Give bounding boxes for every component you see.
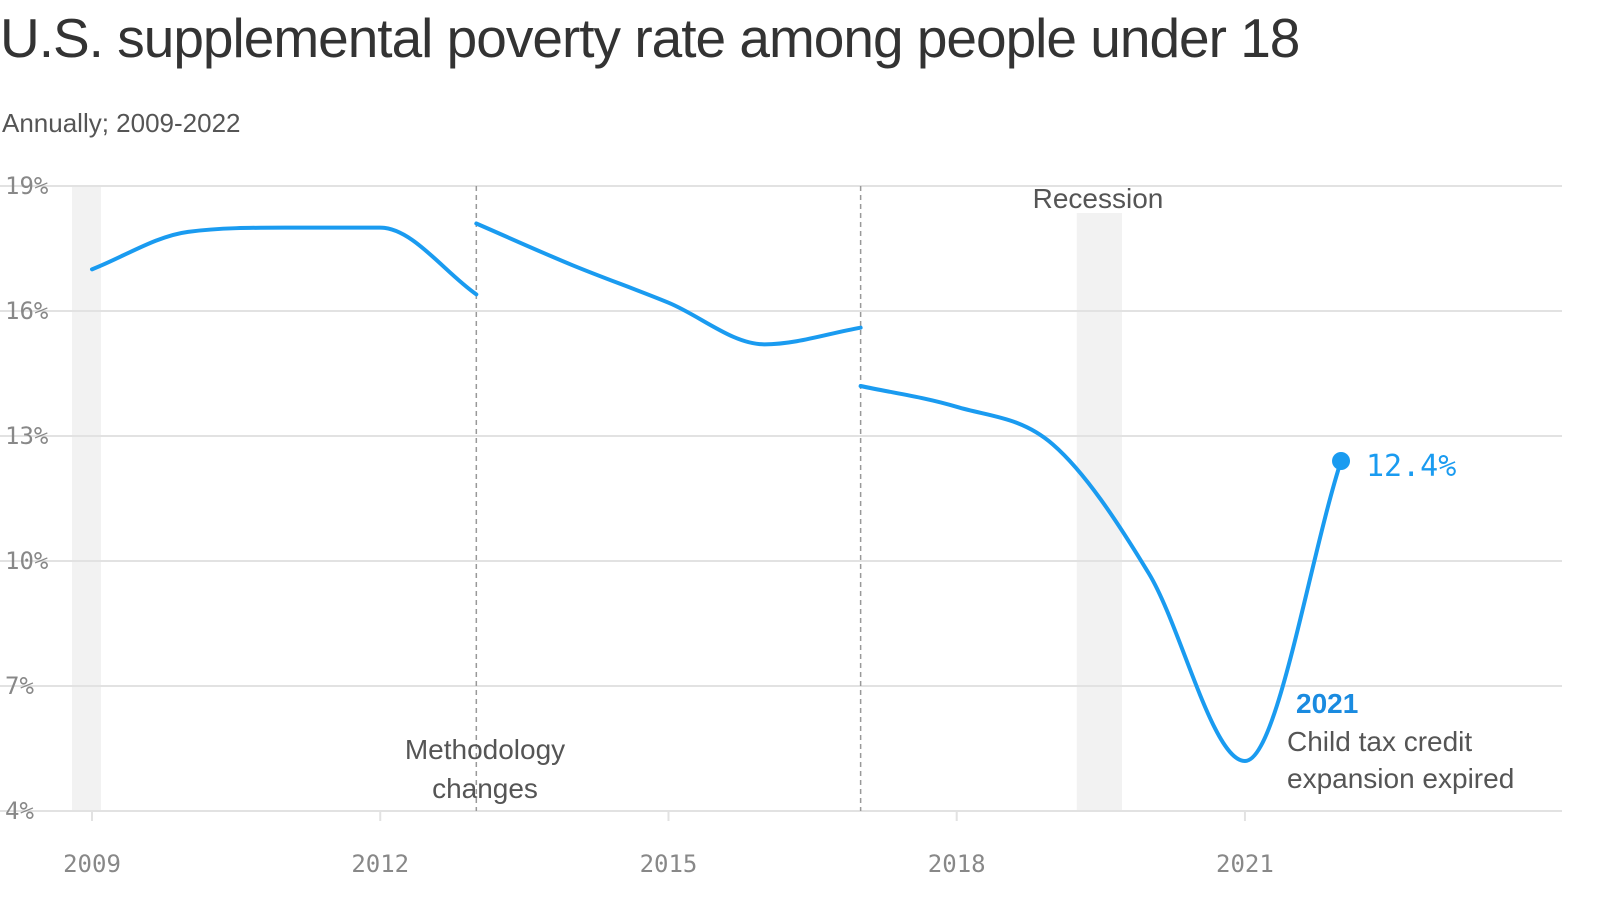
y-tick-label: 7% — [5, 672, 34, 700]
chart-title: U.S. supplemental poverty rate among peo… — [0, 7, 1300, 69]
callout-year: 2021 — [1296, 688, 1358, 719]
annotations: Methodology changes Recession 2021 Child… — [405, 183, 1514, 804]
x-tick-label: 2015 — [640, 850, 698, 878]
recession-label: Recession — [1033, 183, 1164, 214]
methodology-break-lines — [475, 186, 862, 811]
y-tick-label: 10% — [5, 547, 49, 575]
methodology-label-line2: changes — [432, 773, 538, 804]
recession-shade — [72, 186, 101, 811]
y-tick-label: 19% — [5, 172, 49, 200]
end-value-label: 12.4% — [1366, 449, 1456, 484]
recession-shade — [1076, 213, 1122, 811]
callout-line1: Child tax credit — [1287, 726, 1472, 757]
series-line-segment — [858, 384, 1344, 763]
y-tick-label: 13% — [5, 422, 49, 450]
series-line-segment — [474, 221, 863, 347]
shading-layer — [72, 186, 1122, 811]
callout-line2: expansion expired — [1287, 763, 1514, 794]
x-tick-label: 2021 — [1216, 850, 1274, 878]
end-point-marker — [1332, 452, 1351, 470]
x-tick-label: 2018 — [928, 850, 986, 878]
series-lines — [90, 221, 1351, 763]
y-tick-label: 16% — [5, 297, 49, 325]
chart-subtitle: Annually; 2009-2022 — [2, 108, 241, 138]
series-line-segment — [90, 225, 479, 297]
methodology-label-line1: Methodology — [405, 734, 565, 765]
x-tick-label: 2012 — [351, 850, 409, 878]
gridlines — [0, 185, 1562, 812]
axis-tick-labels: 4% 7% 10% 13% 16% 19% 2009 2012 2015 2018 2021 — [5, 172, 1274, 878]
x-tick-label: 2009 — [63, 850, 121, 878]
y-tick-label: 4% — [5, 797, 34, 825]
